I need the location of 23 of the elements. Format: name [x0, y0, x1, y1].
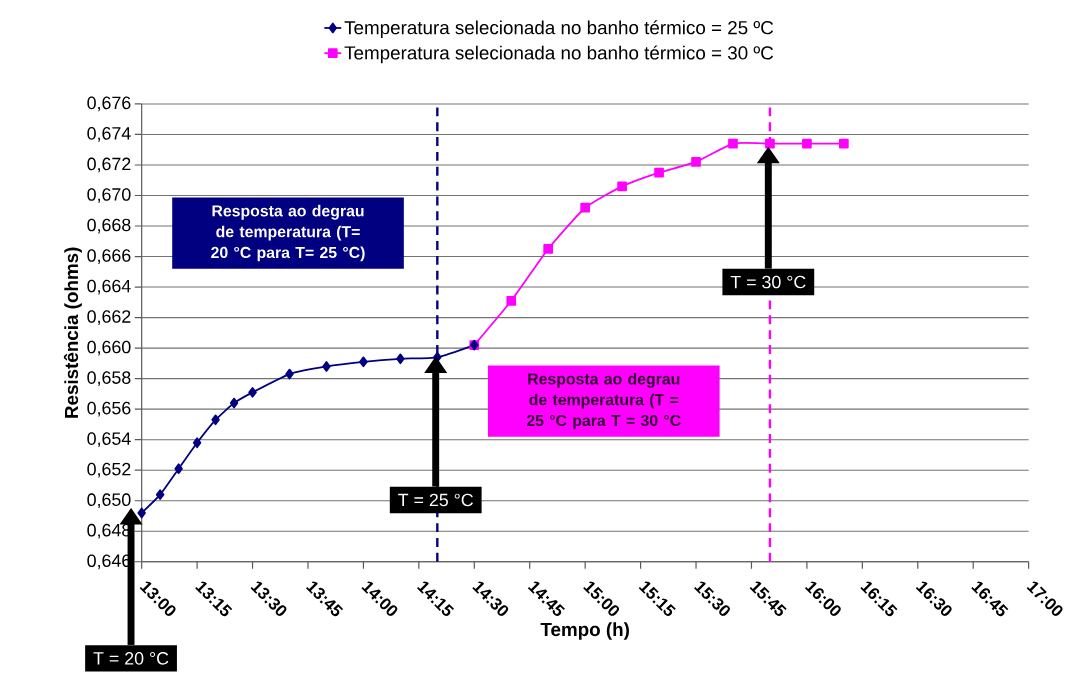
y-tick-label: 0,672 [87, 157, 131, 173]
y-tick-label: 0,652 [87, 462, 131, 478]
y-tick-label: 0,650 [87, 493, 131, 509]
y-tick-label: 0,676 [87, 96, 131, 112]
text: T = 20 °C [93, 652, 169, 665]
y-tick-label: 0,660 [87, 340, 131, 356]
y-tick-label: 0,654 [87, 432, 131, 448]
legend-label: Temperatura selecionada no banho térmico = 30 ºC [344, 45, 774, 64]
annotation: Resposta ao degrau de temperatura (T= 20 °C para T= 25 °C) [211, 204, 365, 262]
annotation: Resposta ao degrau de temperatura (T = 25 °C para T = 30 °C [526, 372, 681, 430]
y-tick-label: 0,670 [87, 188, 131, 203]
y-tick-label: 0,674 [87, 127, 131, 142]
y-axis-title: Resistência (ohms) [63, 247, 82, 418]
legend-label: Temperatura selecionada no banho térmico = 25 ºC [344, 20, 774, 39]
y-tick-label: 0,658 [87, 371, 131, 386]
annotation: T = 30 °C [730, 275, 806, 289]
y-tick-label: 0,662 [87, 310, 131, 325]
annotation: T = 25 °C [398, 493, 473, 507]
y-tick-label: 0,656 [87, 401, 131, 417]
y-tick-label: 0,668 [87, 218, 131, 234]
y-tick-label: 0,666 [87, 249, 131, 264]
y-tick-label: 0,664 [87, 279, 131, 295]
x-axis-title: Tempo (h) [540, 622, 629, 640]
